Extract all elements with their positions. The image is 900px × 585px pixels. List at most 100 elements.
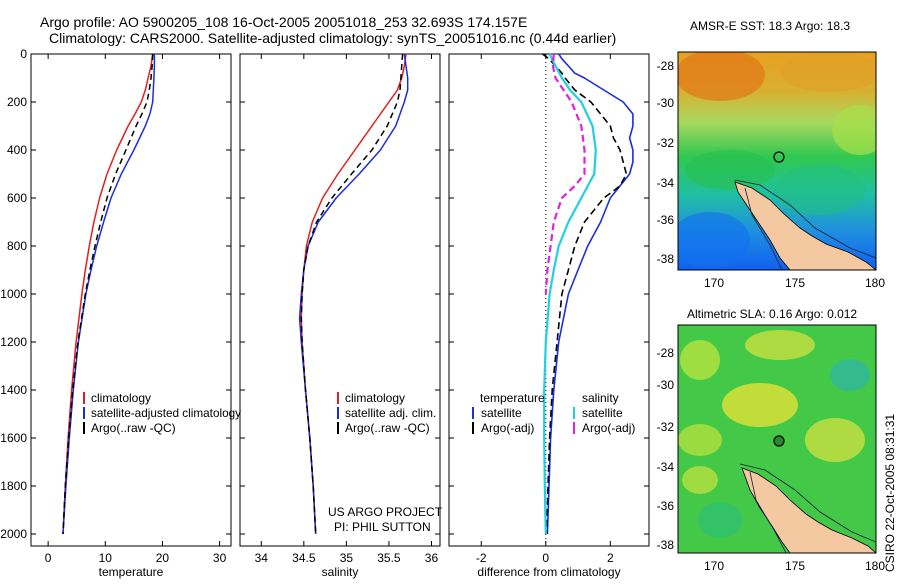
x-axis-label: temperature: [99, 565, 164, 579]
sst-xtick: 180: [865, 276, 885, 290]
y-tick-label: 400: [7, 143, 27, 157]
series-line-temperature-argo-adj-: [542, 53, 628, 535]
series-line-salinity-satellite: [543, 53, 597, 535]
sla-map-image: [678, 325, 876, 553]
sst-mid-patch: [685, 150, 775, 190]
legend-label-satellite: satellite-adjusted climatology: [91, 406, 241, 420]
legend-label-climatology: climatology: [345, 391, 405, 405]
argo-location-marker: [773, 435, 785, 447]
sla-high-patch: [678, 424, 722, 456]
legend-label-temp-satellite: satellite: [481, 406, 522, 420]
sst-xtick: 175: [785, 276, 805, 290]
x-tick-label: 35.5: [377, 551, 401, 565]
sla-ytick: -34: [657, 460, 675, 474]
y-tick-label: 1600: [0, 431, 27, 445]
sla-low-patch: [698, 502, 742, 538]
y-tick-label: 1400: [0, 383, 27, 397]
sst-map-frame: [677, 51, 877, 271]
x-tick-label: 35: [340, 551, 354, 565]
new-zealand-land: [734, 181, 876, 270]
argo-location-marker: [773, 151, 785, 163]
y-tick-label: 1200: [0, 335, 27, 349]
series-line-satellite-adjusted-climatology: [62, 54, 156, 535]
legend-label-sal-argo: Argo(-adj): [582, 421, 635, 435]
bathymetry-contour: [739, 463, 876, 543]
sla-high-patch: [722, 383, 798, 427]
bathymetry-contour: [744, 187, 783, 270]
x-axis-label: difference from climatology: [477, 565, 620, 579]
bathymetry-contour: [734, 179, 876, 259]
sla-high-patch: [745, 330, 815, 360]
sla-map-frame: [677, 324, 877, 554]
legend-label-sal-satellite: satellite: [582, 406, 623, 420]
temperature-plot: 0 10 20 30 0 200 400 600 800 1000 1200 1400 1600 1800…: [0, 47, 231, 579]
y-tick-label: 600: [7, 191, 27, 205]
x-tick-label: 0: [542, 551, 549, 565]
salinity-legend: climatology satellite adj. clim. Argo(..…: [337, 391, 436, 435]
pi-label: PI: PHIL SUTTON: [334, 520, 431, 534]
series-line-temperature-satellite: [546, 53, 634, 535]
difference-panel-frame: [448, 53, 650, 547]
x-tick-label: 34.5: [292, 551, 316, 565]
bathymetry-contour: [749, 471, 787, 553]
legend-title-temperature: temperature: [480, 391, 545, 405]
sst-mid-patch: [775, 165, 865, 215]
y-tick-label: 2000: [0, 527, 27, 541]
csiro-timestamp: CSIRO 22-Oct-2005 08:31:31: [883, 414, 897, 572]
sst-cool-patch: [678, 212, 750, 268]
series-line-salinity-argo-adj-: [544, 53, 586, 295]
sst-ytick: -38: [657, 252, 675, 266]
y-tick-label: 200: [7, 95, 27, 109]
sla-ytick: -36: [657, 499, 675, 513]
series-line-climatology: [62, 53, 154, 535]
x-tick-label: 10: [99, 551, 113, 565]
y-tick-label: 1000: [0, 287, 27, 301]
legend-label-argo: Argo(..raw -QC): [345, 421, 430, 435]
sst-ytick: -34: [657, 176, 675, 190]
header-line-2: Climatology: CARS2000. Satellite-adjuste…: [49, 30, 616, 46]
difference-legend: temperature satellite Argo(-adj) salinit…: [472, 391, 635, 435]
legend-label-argo: Argo(..raw -QC): [91, 421, 176, 435]
sla-ytick: -38: [657, 538, 675, 552]
x-tick-label: 30: [213, 551, 227, 565]
x-tick-label: 2: [607, 551, 614, 565]
x-tick-label: 20: [156, 551, 170, 565]
sst-warm-patch: [780, 52, 876, 92]
salinity-plot: 34 34.5 35 35.5 36 salinity: [240, 53, 440, 579]
project-label: US ARGO PROJECT: [328, 505, 443, 519]
x-tick-label: 36: [425, 551, 439, 565]
x-tick-label: 34: [255, 551, 269, 565]
sst-xtick: 170: [704, 276, 724, 290]
sla-high-patch: [682, 466, 718, 494]
sst-mid-patch: [832, 105, 876, 155]
temperature-legend: climatology satellite-adjusted climatolo…: [83, 391, 241, 435]
sla-low-patch: [830, 359, 870, 391]
salinity-panel-frame: [239, 53, 441, 547]
sst-ytick: -32: [657, 136, 675, 150]
legend-label-satellite: satellite adj. clim.: [345, 406, 436, 420]
legend-title-salinity: salinity: [582, 391, 619, 405]
y-tick-label: 800: [7, 239, 27, 253]
legend-label-temp-argo: Argo(-adj): [481, 421, 534, 435]
sla-xtick: 170: [704, 559, 724, 573]
x-tick-label: 0: [45, 551, 52, 565]
sla-xtick: 180: [865, 559, 885, 573]
sla-ytick: -32: [657, 420, 675, 434]
sla-high-patch: [805, 418, 865, 462]
x-tick-label: -2: [476, 551, 487, 565]
sst-ytick: -30: [657, 96, 675, 110]
sst-map-image: [678, 52, 876, 270]
y-tick-label: 0: [20, 47, 27, 61]
sst-ytick: -36: [657, 213, 675, 227]
sla-ytick: -28: [657, 346, 675, 360]
sla-high-patch: [680, 340, 720, 380]
legend-label-climatology: climatology: [91, 391, 151, 405]
series-line-argo-raw-qc-: [62, 53, 154, 535]
series-line-satellite-adj-clim-: [298, 53, 409, 535]
x-axis-label: salinity: [322, 565, 359, 579]
series-line-argo-raw-qc-: [300, 53, 404, 535]
sst-warm-patch: [678, 52, 765, 101]
sla-map-title: Altimetric SLA: 0.16 Argo: 0.012: [687, 307, 857, 321]
sst-ytick: -28: [657, 59, 675, 73]
